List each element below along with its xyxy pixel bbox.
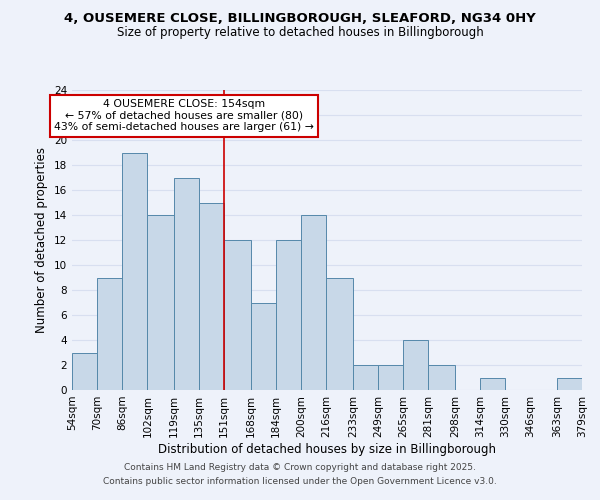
Y-axis label: Number of detached properties: Number of detached properties: [35, 147, 49, 333]
Bar: [403, 340, 428, 390]
Bar: [174, 178, 199, 390]
Text: 4 OUSEMERE CLOSE: 154sqm
← 57% of detached houses are smaller (80)
43% of semi-d: 4 OUSEMERE CLOSE: 154sqm ← 57% of detach…: [54, 99, 314, 132]
Text: Contains public sector information licensed under the Open Government Licence v3: Contains public sector information licen…: [103, 477, 497, 486]
Bar: [199, 202, 224, 390]
Bar: [72, 352, 97, 390]
Bar: [224, 240, 251, 390]
Text: Contains HM Land Registry data © Crown copyright and database right 2025.: Contains HM Land Registry data © Crown c…: [124, 464, 476, 472]
Bar: [148, 215, 174, 390]
X-axis label: Distribution of detached houses by size in Billingborough: Distribution of detached houses by size …: [158, 442, 496, 456]
Bar: [301, 215, 326, 390]
Bar: [480, 378, 505, 390]
Bar: [326, 278, 353, 390]
Bar: [97, 278, 122, 390]
Text: 4, OUSEMERE CLOSE, BILLINGBOROUGH, SLEAFORD, NG34 0HY: 4, OUSEMERE CLOSE, BILLINGBOROUGH, SLEAF…: [64, 12, 536, 26]
Bar: [122, 152, 148, 390]
Bar: [276, 240, 301, 390]
Bar: [428, 365, 455, 390]
Bar: [378, 365, 403, 390]
Bar: [251, 302, 276, 390]
Bar: [557, 378, 582, 390]
Bar: [353, 365, 378, 390]
Text: Size of property relative to detached houses in Billingborough: Size of property relative to detached ho…: [116, 26, 484, 39]
